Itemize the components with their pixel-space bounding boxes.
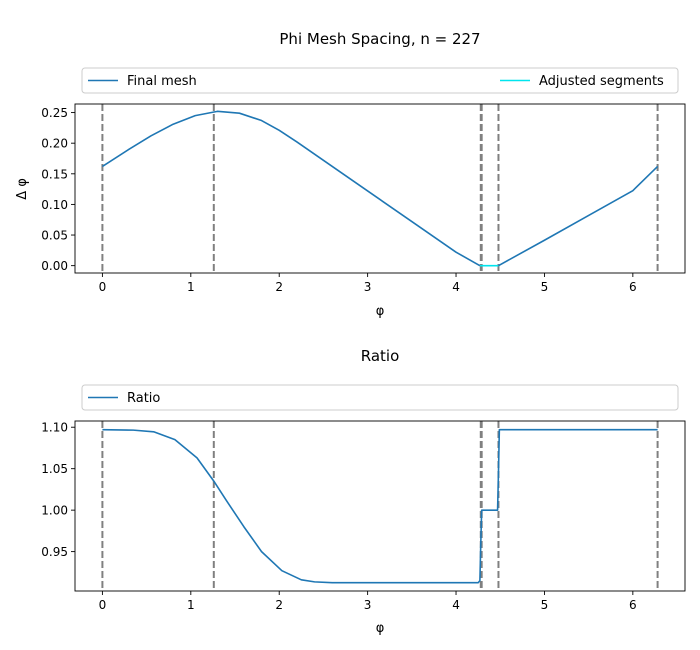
ratio-legend-box xyxy=(81,384,679,411)
mesh-spacing-legend: Final mesh Adjusted segments xyxy=(81,67,679,94)
mesh-spacing-xtick-label: 1 xyxy=(187,280,195,294)
mesh-spacing-xtick-label: 6 xyxy=(629,280,637,294)
ratio-series-line-0 xyxy=(102,428,658,584)
mesh-spacing-axes-frame xyxy=(74,103,686,274)
ratio-xtick-label: 4 xyxy=(452,598,460,612)
ratio-xtick-label: 0 xyxy=(99,598,107,612)
ratio-ytick-label: 1.05 xyxy=(41,462,68,476)
ratio-plot-area: 0 1 2 3 4 5 6 0.95 1.00 1.05 1.10 xyxy=(41,420,686,612)
mesh-spacing-ylabel: Δ φ xyxy=(15,178,30,200)
ratio-legend: Ratio xyxy=(81,384,679,411)
mesh-spacing-plot-area: 0 1 2 3 4 5 6 0.00 0.05 0.10 0.15 0.20 0.25 xyxy=(41,103,686,294)
ratio-xtick-label: 6 xyxy=(629,598,637,612)
mesh-spacing-xlabel: φ xyxy=(376,304,385,319)
mesh-spacing-title: Phi Mesh Spacing, n = 227 xyxy=(279,30,480,48)
mesh-spacing-data-layer xyxy=(101,104,659,273)
mesh-spacing-xtick-label: 0 xyxy=(99,280,107,294)
mesh-spacing-xtick-label: 4 xyxy=(452,280,460,294)
ratio-ytick-label: 0.95 xyxy=(41,545,68,559)
mesh-spacing-xtick-label: 3 xyxy=(364,280,372,294)
mesh-spacing-series-line-0 xyxy=(101,110,481,267)
mesh-spacing-xtick-label: 2 xyxy=(275,280,283,294)
mesh-spacing-ytick-label: 0.15 xyxy=(41,167,68,181)
ratio-chart: Ratio Ratio 0 1 2 3 4 5 6 0.95 1.00 1.05 1.10 φ xyxy=(41,347,686,636)
mesh-spacing-chart: Phi Mesh Spacing, n = 227 Final mesh Adj… xyxy=(15,30,686,319)
ratio-xlabel: φ xyxy=(376,621,385,636)
mesh-spacing-legend-box xyxy=(81,67,679,94)
legend-adjusted-segments-label: Adjusted segments xyxy=(539,74,664,89)
ratio-xtick-label: 1 xyxy=(187,598,195,612)
ratio-xtick-label: 5 xyxy=(541,598,549,612)
mesh-spacing-ytick-label: 0.25 xyxy=(41,106,68,120)
mesh-spacing-ytick-label: 0.20 xyxy=(41,137,68,151)
ratio-xtick-label: 3 xyxy=(364,598,372,612)
ratio-axes-frame xyxy=(74,420,686,592)
mesh-spacing-xtick-label: 5 xyxy=(541,280,549,294)
ratio-ytick-label: 1.10 xyxy=(41,421,68,435)
ratio-xtick-label: 2 xyxy=(275,598,283,612)
mesh-spacing-ytick-label: 0.05 xyxy=(41,229,68,243)
mesh-spacing-ytick-label: 0.10 xyxy=(41,198,68,212)
ratio-title: Ratio xyxy=(361,347,400,365)
legend-final-mesh-label: Final mesh xyxy=(127,74,197,89)
ratio-ytick-label: 1.00 xyxy=(41,504,68,518)
mesh-spacing-series-line-2 xyxy=(498,165,659,267)
mesh-spacing-ytick-label: 0.00 xyxy=(41,259,68,273)
legend-ratio-label: Ratio xyxy=(127,391,160,406)
ratio-data-layer xyxy=(101,421,659,591)
